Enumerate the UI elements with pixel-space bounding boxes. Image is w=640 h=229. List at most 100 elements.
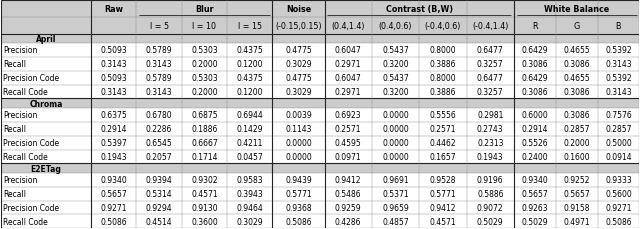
- Text: 0.3029: 0.3029: [285, 60, 312, 69]
- Text: 0.5600: 0.5600: [605, 189, 632, 198]
- Text: 0.5392: 0.5392: [605, 74, 632, 83]
- Text: 0.9439: 0.9439: [285, 175, 312, 184]
- Text: (-0.15,0.15): (-0.15,0.15): [275, 22, 322, 30]
- Bar: [1, 18, 639, 34]
- Text: 0.3200: 0.3200: [382, 60, 409, 69]
- Text: 0.1943: 0.1943: [100, 152, 127, 161]
- Text: 0.2857: 0.2857: [605, 125, 632, 134]
- Text: 0.5771: 0.5771: [285, 189, 312, 198]
- Text: 0.3257: 0.3257: [477, 60, 504, 69]
- Text: 0.5086: 0.5086: [100, 217, 127, 226]
- Text: 0.9528: 0.9528: [429, 175, 456, 184]
- Text: White Balance: White Balance: [544, 5, 609, 14]
- Text: 0.9271: 0.9271: [100, 203, 127, 212]
- Text: Precision Code: Precision Code: [3, 139, 60, 147]
- Text: 0.0000: 0.0000: [382, 125, 409, 134]
- Text: 0.3086: 0.3086: [563, 88, 590, 97]
- Text: 0.0039: 0.0039: [285, 111, 312, 120]
- Text: 0.3086: 0.3086: [522, 60, 548, 69]
- Text: 0.3600: 0.3600: [191, 217, 218, 226]
- Text: 0.9196: 0.9196: [477, 175, 504, 184]
- Text: (-0.4,1.4): (-0.4,1.4): [472, 22, 508, 30]
- Text: B: B: [616, 22, 621, 30]
- Text: 0.6477: 0.6477: [477, 74, 504, 83]
- Text: 0.4857: 0.4857: [382, 217, 409, 226]
- Text: 0.6944: 0.6944: [236, 111, 263, 120]
- Text: 0.3143: 0.3143: [146, 88, 172, 97]
- Text: 0.0914: 0.0914: [605, 152, 632, 161]
- Text: 0.4286: 0.4286: [335, 217, 362, 226]
- Text: 0.9252: 0.9252: [563, 175, 590, 184]
- Text: 0.9659: 0.9659: [382, 203, 409, 212]
- Text: 0.3886: 0.3886: [429, 88, 456, 97]
- Text: 0.9394: 0.9394: [146, 175, 173, 184]
- Text: 0.5771: 0.5771: [429, 189, 456, 198]
- Text: 0.3886: 0.3886: [429, 60, 456, 69]
- Text: Chroma: Chroma: [29, 99, 63, 108]
- Text: 0.0971: 0.0971: [335, 152, 362, 161]
- Text: 0.2857: 0.2857: [563, 125, 590, 134]
- Text: 0.2000: 0.2000: [191, 88, 218, 97]
- Text: 0.9072: 0.9072: [477, 203, 504, 212]
- Text: 0.2057: 0.2057: [146, 152, 172, 161]
- Text: 0.5886: 0.5886: [477, 189, 504, 198]
- Text: 0.1200: 0.1200: [236, 60, 263, 69]
- Text: 0.9333: 0.9333: [605, 175, 632, 184]
- Text: 0.5029: 0.5029: [522, 217, 548, 226]
- Text: 0.5657: 0.5657: [100, 189, 127, 198]
- Text: Recall Code: Recall Code: [3, 88, 48, 97]
- Text: 0.7576: 0.7576: [605, 111, 632, 120]
- Text: 0.6875: 0.6875: [191, 111, 218, 120]
- Text: 0.4375: 0.4375: [236, 74, 263, 83]
- Text: 0.4462: 0.4462: [429, 139, 456, 147]
- Text: 0.9464: 0.9464: [236, 203, 263, 212]
- Text: 0.1943: 0.1943: [477, 152, 504, 161]
- Text: 0.6545: 0.6545: [146, 139, 173, 147]
- Text: G: G: [573, 22, 580, 30]
- Text: 0.9412: 0.9412: [335, 175, 362, 184]
- Text: Recall Code: Recall Code: [3, 152, 48, 161]
- Text: (-0.4,0.6): (-0.4,0.6): [425, 22, 461, 30]
- Text: 0.6429: 0.6429: [522, 74, 548, 83]
- Bar: [1, 1, 639, 18]
- Text: 0.9691: 0.9691: [382, 175, 409, 184]
- Text: 0.2743: 0.2743: [477, 125, 504, 134]
- Text: 0.0457: 0.0457: [236, 152, 263, 161]
- Text: 0.9368: 0.9368: [285, 203, 312, 212]
- Bar: [1, 164, 639, 173]
- Text: 0.5437: 0.5437: [382, 46, 409, 55]
- Text: Noise: Noise: [286, 5, 311, 14]
- Text: 0.9412: 0.9412: [429, 203, 456, 212]
- Text: 0.5397: 0.5397: [100, 139, 127, 147]
- Text: Recall: Recall: [3, 189, 26, 198]
- Text: R: R: [532, 22, 538, 30]
- Text: 0.6375: 0.6375: [100, 111, 127, 120]
- Bar: [1, 34, 639, 44]
- Text: 0.5657: 0.5657: [522, 189, 548, 198]
- Text: 0.5526: 0.5526: [522, 139, 548, 147]
- Text: 0.4571: 0.4571: [191, 189, 218, 198]
- Text: 0.1714: 0.1714: [191, 152, 218, 161]
- Text: 0.9259: 0.9259: [335, 203, 362, 212]
- Text: 0.3143: 0.3143: [605, 60, 632, 69]
- Text: 0.5093: 0.5093: [100, 46, 127, 55]
- Text: 0.3143: 0.3143: [146, 60, 172, 69]
- Text: 0.6429: 0.6429: [522, 46, 548, 55]
- Text: 0.1429: 0.1429: [236, 125, 263, 134]
- Text: 0.3257: 0.3257: [477, 88, 504, 97]
- Text: 0.9340: 0.9340: [522, 175, 548, 184]
- Text: Contrast (B,W): Contrast (B,W): [386, 5, 453, 14]
- Text: E2ETag: E2ETag: [31, 164, 61, 173]
- Text: 0.4514: 0.4514: [146, 217, 172, 226]
- Text: 0.6477: 0.6477: [477, 46, 504, 55]
- Text: 0.2981: 0.2981: [477, 111, 504, 120]
- Text: (0.4,1.4): (0.4,1.4): [332, 22, 365, 30]
- Text: 0.3086: 0.3086: [563, 60, 590, 69]
- Text: 0.5371: 0.5371: [382, 189, 409, 198]
- Text: 0.5392: 0.5392: [605, 46, 632, 55]
- Text: April: April: [36, 35, 56, 44]
- Text: 0.6047: 0.6047: [335, 46, 362, 55]
- Text: 0.3143: 0.3143: [605, 88, 632, 97]
- Text: 0.3029: 0.3029: [285, 88, 312, 97]
- Text: 0.3943: 0.3943: [236, 189, 263, 198]
